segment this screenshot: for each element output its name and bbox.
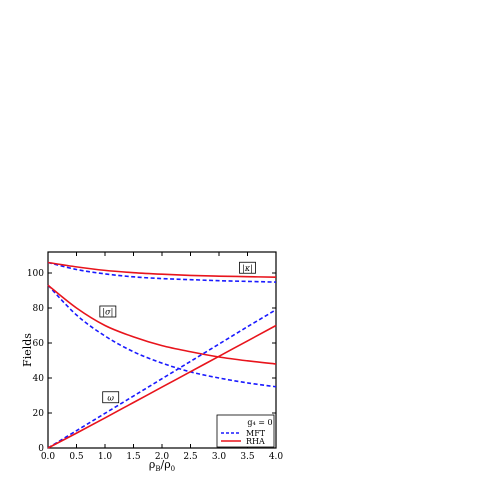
legend-title: g₄ = 0 — [247, 418, 272, 427]
ticks: 0.0 0.5 1.0 1.5 2.0 2.5 3.0 3.5 4.0 0 20 40 60 80 100 — [27, 252, 284, 462]
legend-entry-rha: RHA — [246, 437, 265, 446]
annotation-box — [102, 391, 120, 404]
legend: g₄ = 0 MFT RHA — [216, 414, 275, 448]
x-tick-label: 3.5 — [240, 452, 255, 462]
x-tick-label: 0.0 — [41, 452, 56, 462]
annotation-label: ω — [107, 393, 114, 402]
annotations: |κ| |σ| ω — [99, 261, 256, 404]
y-tick-label: 100 — [27, 269, 44, 279]
x-tick-label: 1.5 — [126, 452, 141, 462]
x-tick-label: 2.0 — [155, 452, 170, 462]
series-layer — [47, 261, 277, 449]
y-tick-label: 40 — [33, 374, 45, 384]
y-tick-label: 80 — [33, 304, 45, 314]
series-line-sigma-mft — [47, 284, 277, 388]
legend-entry-mft: MFT — [246, 429, 266, 438]
x-axis-label-sub2: 0 — [171, 465, 175, 473]
y-tick-label: 0 — [38, 444, 44, 454]
y-tick-label: 60 — [33, 339, 45, 349]
x-axis-label-sep: /ρ — [160, 458, 170, 471]
x-axis-label: ρB/ρ0 — [149, 458, 175, 473]
series-line-sigma-rha — [47, 284, 277, 365]
annotation-box — [239, 261, 256, 274]
y-axis-label: Fields — [21, 333, 34, 367]
annotation-label: |σ| — [102, 308, 113, 317]
x-tick-label: 2.5 — [183, 452, 198, 462]
x-tick-label: 1.0 — [98, 452, 113, 462]
series-line-omega-mft — [47, 309, 277, 449]
x-axis-label-main: ρ — [149, 458, 155, 471]
x-axis-label-sub1: B — [155, 465, 160, 473]
series-line-omega-rha — [47, 324, 277, 449]
annotation-box — [99, 305, 117, 318]
y-tick-label: 20 — [33, 409, 45, 419]
x-tick-label: 4.0 — [269, 452, 284, 462]
series-line-kappa-rha — [47, 261, 277, 278]
x-tick-label: 0.5 — [69, 452, 84, 462]
annotation-label: |κ| — [242, 264, 253, 273]
x-tick-label: 3.0 — [212, 452, 227, 462]
